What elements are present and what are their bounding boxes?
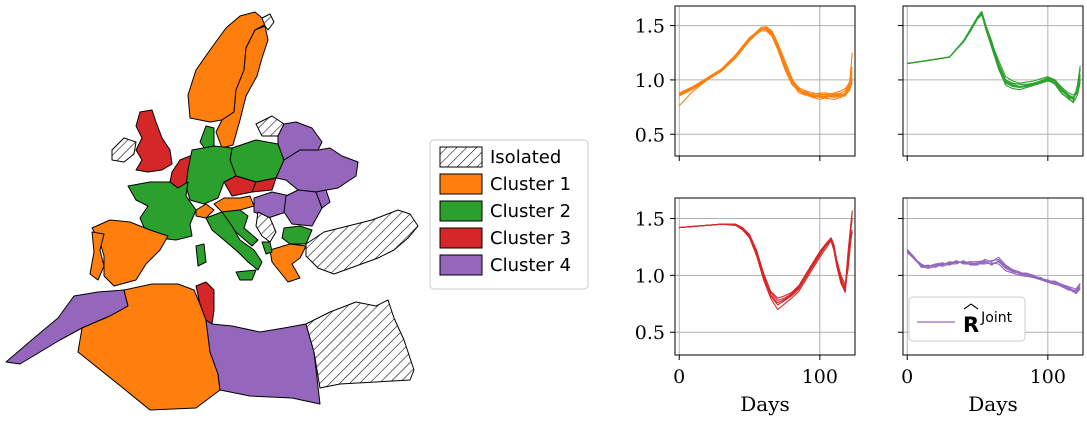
series-line-4 [906, 248, 1081, 293]
series-line-4 [679, 210, 853, 304]
country-uk [135, 109, 173, 173]
country-italy [205, 211, 263, 271]
country-spain [91, 219, 169, 287]
ticks: 0.5 1.0 1.5 [635, 16, 821, 161]
country-austria [213, 195, 255, 213]
map-legend: Isolated Cluster 1 Cluster 2 Cluster 3 Clust… [429, 139, 589, 290]
ytick-label-1: 1.0 [635, 265, 665, 287]
xtick-label-1: 100 [802, 366, 838, 388]
legend-label-cluster-2: Cluster 2 [490, 201, 571, 222]
country-portugal [89, 231, 105, 281]
ytick-label-1: 1.0 [635, 70, 665, 92]
hat-accent [963, 303, 979, 310]
panel-top-left: 0.5 1.0 1.5 [635, 5, 856, 161]
ytick-label-2: 1.5 [635, 208, 665, 230]
ytick-label-0: 0.5 [635, 124, 665, 146]
ticks: 0 100 [898, 217, 1066, 388]
ytick-label-0: 0.5 [635, 322, 665, 344]
ticks: 0.5 1.0 1.5 0 100 [635, 208, 838, 388]
panel-bottom-right: 0 100 Days R Joint [898, 197, 1084, 416]
series-line-5 [678, 28, 853, 101]
legend-swatch-cluster-1 [439, 173, 483, 195]
series-line-1 [906, 249, 1081, 295]
series-group [907, 10, 1081, 104]
axes-frame [902, 5, 1084, 157]
panel-bottom-left: 0.5 1.0 1.5 0 100 Days [635, 197, 856, 416]
series-line-0 [906, 252, 1081, 292]
series-line-4 [678, 27, 853, 107]
x-axis-label: Days [968, 392, 1018, 416]
country-moldova [315, 189, 331, 209]
series-group [906, 248, 1081, 295]
xtick-label-1: 100 [1030, 366, 1066, 388]
country-finland [261, 13, 275, 31]
legend-swatch-cluster-3 [439, 227, 483, 249]
series-line-3 [906, 252, 1081, 290]
series-line-2 [679, 218, 853, 311]
x-axis-label: Days [740, 392, 790, 416]
country-libya [205, 319, 321, 405]
legend-label-isolated: Isolated [490, 147, 561, 168]
series-line-3 [678, 30, 853, 98]
cluster-map [5, 11, 419, 411]
country-tunisia [195, 281, 215, 325]
legend-swatch-cluster-4 [439, 254, 483, 276]
country-albania [261, 241, 273, 255]
country-france [127, 181, 197, 241]
series-line-3 [679, 223, 853, 299]
country-sweden [215, 25, 269, 149]
country-sardinia [195, 243, 207, 267]
series-line-1 [678, 26, 853, 101]
series-group [679, 210, 853, 311]
series-line-2 [907, 13, 1081, 103]
axes-frame [902, 197, 1084, 356]
xtick-label-0: 0 [673, 366, 685, 388]
series-group [678, 26, 853, 107]
panel-top-right [898, 5, 1084, 161]
axes-frame [674, 5, 856, 157]
country-ireland [111, 137, 137, 163]
country-switzerland [195, 203, 215, 219]
country-turkey [305, 209, 419, 275]
series-line-6 [678, 27, 853, 98]
series-legend-frame [908, 296, 1026, 342]
legend-label-cluster-1: Cluster 1 [490, 174, 571, 195]
axes-frame [674, 197, 856, 356]
country-germany [185, 145, 237, 205]
country-romania [283, 189, 323, 227]
country-ukraine [275, 147, 359, 193]
country-sicily [235, 269, 257, 281]
country-slovakia [251, 177, 277, 193]
chart-panels: 0.5 1.0 1.5 0.5 1.0 1.5 0 100 Days 0 100 Days R Joint [635, 5, 1084, 416]
series-line-2 [678, 28, 853, 96]
series-legend-label: R Joint [963, 310, 1013, 337]
ytick-label-2: 1.5 [635, 16, 665, 38]
country-bulgaria [281, 225, 313, 245]
legend-label-cluster-4: Cluster 4 [490, 255, 571, 276]
series-line-4 [907, 14, 1081, 104]
country-belarus [277, 121, 323, 161]
ticks [898, 25, 1049, 161]
legend-swatch-isolated [439, 146, 483, 168]
series-line-5 [907, 11, 1081, 99]
series-legend: R Joint [908, 296, 1026, 342]
legend-swatch-cluster-2 [439, 200, 483, 222]
country-greece [269, 243, 307, 283]
series-line-0 [678, 28, 853, 97]
xtick-label-0: 0 [901, 366, 913, 388]
country-poland [229, 139, 285, 183]
series-line-1 [679, 223, 853, 306]
country-egypt [305, 299, 415, 389]
legend-label-cluster-3: Cluster 3 [490, 228, 571, 249]
